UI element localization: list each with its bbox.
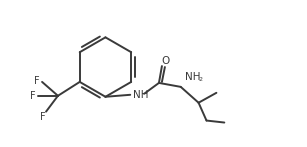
Text: NH: NH xyxy=(185,72,200,82)
Text: F: F xyxy=(30,91,36,101)
Text: F: F xyxy=(34,76,40,86)
Text: NH: NH xyxy=(133,90,149,100)
Text: $_2$: $_2$ xyxy=(198,75,203,84)
Text: F: F xyxy=(40,112,46,122)
Text: O: O xyxy=(162,56,170,66)
